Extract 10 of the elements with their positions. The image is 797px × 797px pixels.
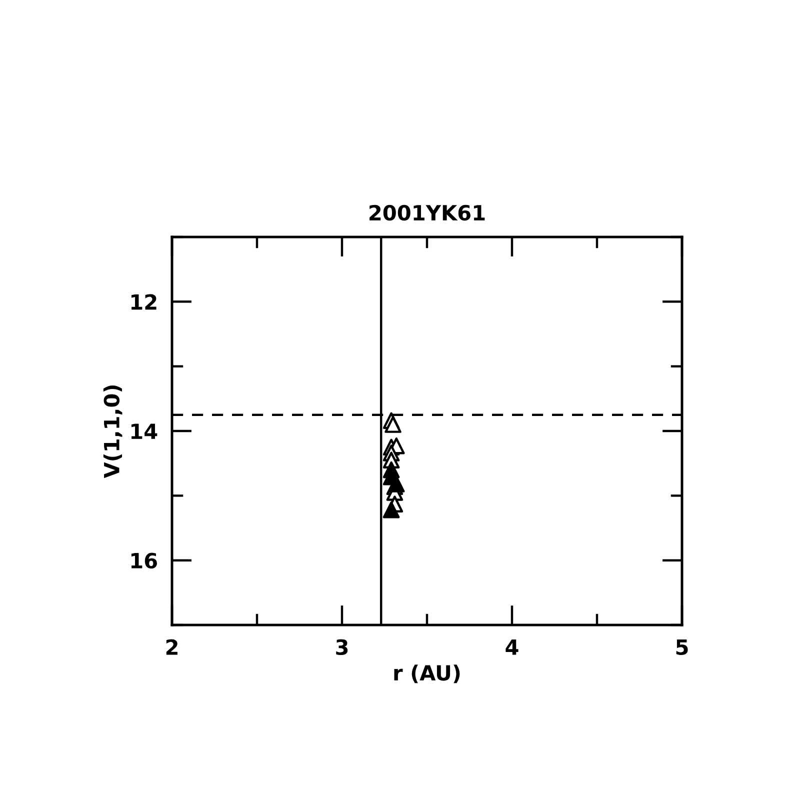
chart-title: 2001YK61	[370, 204, 485, 221]
y-axis-title: V(1,1,0)	[103, 386, 122, 478]
x-tick-label: 3	[336, 639, 348, 656]
x-tick-label: 2	[166, 639, 178, 655]
x-tick-label: 4	[506, 640, 518, 655]
x-axis-title: r (AU)	[394, 664, 460, 684]
x-tick-label: 5	[676, 640, 688, 656]
y-tick-label: 12	[131, 294, 156, 310]
y-tick-label: 14	[131, 424, 158, 439]
y-tick-label: 16	[131, 552, 157, 569]
